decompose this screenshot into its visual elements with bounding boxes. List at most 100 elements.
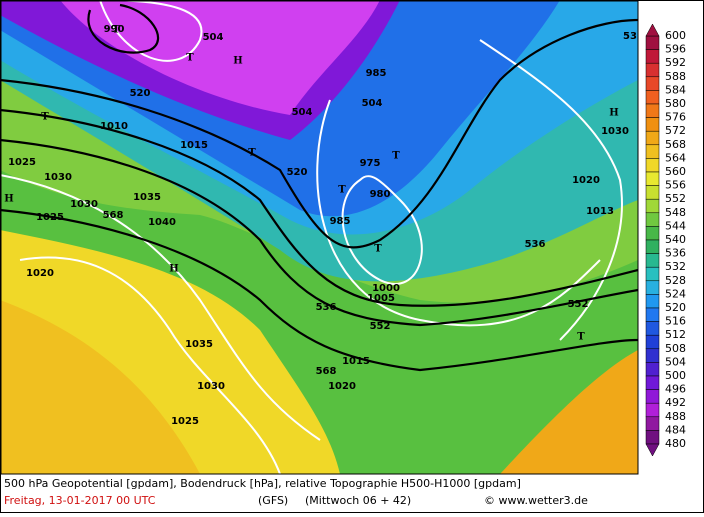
colorbar-swatch — [645, 307, 660, 322]
contour-label: 1000 — [372, 283, 400, 294]
contour-label: 975 — [360, 158, 381, 169]
contour-label: 568 — [103, 210, 124, 221]
contour-label: 1015 — [342, 356, 370, 367]
contour-label: 520 — [130, 88, 151, 99]
contour — [0, 18, 639, 249]
pressure-center: H — [609, 108, 618, 119]
pressure-center: T — [338, 185, 346, 196]
isobar — [316, 99, 601, 327]
colorbar-label: 576 — [665, 111, 686, 124]
colorbar-swatch — [645, 402, 660, 418]
colorbar-arrow-top — [645, 23, 660, 37]
contour-label: 1030 — [601, 126, 629, 137]
footer-copyright: © www.wetter3.de — [484, 494, 588, 507]
contour — [0, 208, 639, 372]
isobar — [479, 39, 623, 341]
colorbar-label: 528 — [665, 274, 686, 287]
colorbar-label: 544 — [665, 219, 686, 232]
colorbar-swatch — [645, 430, 660, 445]
colorbar-swatch — [645, 117, 660, 132]
colorbar-label: 560 — [665, 165, 686, 178]
pressure-center: T — [577, 332, 585, 343]
pressure-center: T — [41, 112, 49, 123]
colorbar: 6005965925885845805765725685645605565525… — [645, 23, 686, 457]
colorbar-label: 480 — [665, 437, 686, 450]
colorbar-arrow-bottom — [645, 443, 660, 457]
contour-label: 1035 — [133, 192, 161, 203]
colorbar-label: 600 — [665, 29, 686, 42]
contour-label: 990 — [104, 24, 125, 35]
contour-label: 536 — [316, 302, 337, 313]
colorbar-label: 556 — [665, 179, 686, 192]
contour — [0, 108, 639, 307]
pressure-center: T — [186, 53, 194, 64]
contour-label: 1030 — [44, 172, 72, 183]
colorbar-swatch — [645, 375, 660, 390]
geopotential-lines — [0, 3, 639, 372]
footer: 500 hPa Geopotential [gpdam], Bodendruck… — [4, 477, 588, 507]
colorbar-swatch — [645, 253, 660, 268]
footer-date: Freitag, 13-01-2017 00 UTC — [4, 494, 156, 507]
contour-label: 1013 — [586, 206, 614, 217]
colorbar-swatch — [645, 362, 660, 377]
contour-label: 53 — [623, 31, 637, 42]
magenta-area — [60, 0, 380, 115]
colorbar-swatch — [645, 280, 660, 295]
pressure-center: H — [169, 264, 178, 275]
colorbar-swatch — [645, 294, 660, 309]
contour-label: 1025 — [36, 212, 64, 223]
orange-area — [500, 350, 638, 474]
colorbar-swatch — [645, 321, 660, 336]
colorbar-label: 516 — [665, 315, 686, 328]
pressure-center: H — [233, 56, 242, 67]
colorbar-label: 536 — [665, 247, 686, 260]
colorbar-label: 588 — [665, 70, 686, 83]
isobar — [0, 174, 321, 441]
contour-label: 1020 — [26, 268, 54, 279]
pressure-center: T — [392, 151, 400, 162]
colorbar-label: 596 — [665, 43, 686, 56]
map-labels: 504 520 504 504 520 536 552 568 568 536 552 1030 102… — [4, 24, 637, 427]
colorbar-label: 592 — [665, 56, 686, 69]
colorbar-swatch — [645, 62, 660, 78]
contour-label: 536 — [525, 239, 546, 250]
contour-label: 1010 — [100, 121, 128, 132]
colorbar-swatch — [645, 226, 660, 241]
contour-label: 1020 — [328, 381, 356, 392]
contour-label: 568 — [316, 366, 337, 377]
contour-label: 1030 — [197, 381, 225, 392]
colorbar-swatch — [645, 416, 660, 431]
contour — [87, 3, 160, 54]
pressure-center: H — [4, 194, 13, 205]
contour-label: 985 — [330, 216, 351, 227]
colorbar-swatch — [645, 266, 660, 282]
colorbar-label: 524 — [665, 287, 686, 300]
contour-label: 1015 — [180, 140, 208, 151]
colorbar-label: 484 — [665, 423, 686, 436]
colorbar-swatch — [645, 76, 660, 91]
colorbar-label: 520 — [665, 301, 686, 314]
colorbar-label: 540 — [665, 233, 686, 246]
colorbar-label: 496 — [665, 383, 686, 396]
contour-label: 1025 — [171, 416, 199, 427]
colorbar-label: 580 — [665, 97, 686, 110]
colorbar-label: 552 — [665, 192, 686, 205]
colorbar-swatch — [645, 35, 660, 50]
colorbar-label: 504 — [665, 355, 686, 368]
isobars — [0, 39, 623, 475]
colorbar-label: 492 — [665, 396, 686, 409]
contour-label: 504 — [362, 98, 383, 109]
contour — [0, 138, 639, 327]
pressure-center: T — [248, 148, 256, 159]
colorbar-swatch — [645, 348, 660, 363]
colorbar-label: 572 — [665, 124, 686, 137]
contour-label: 985 — [366, 68, 387, 79]
colorbar-swatch — [645, 144, 660, 159]
colorbar-swatch — [645, 239, 660, 254]
footer-model: (GFS) — [258, 494, 288, 507]
contour-label: 1035 — [185, 339, 213, 350]
footer-run: (Mittwoch 06 + 42) — [305, 494, 411, 507]
colorbar-label: 564 — [665, 151, 686, 164]
colorbar-label: 512 — [665, 328, 686, 341]
